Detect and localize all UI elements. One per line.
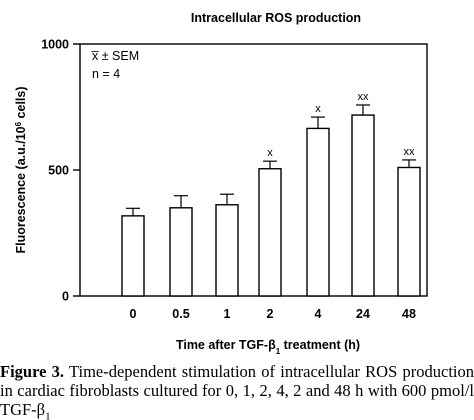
- significance-label: x: [315, 103, 321, 115]
- y-axis-label-main: Fluorescence (a.u./10: [14, 126, 28, 253]
- bar: [351, 114, 375, 297]
- y-axis-label-sup: 6: [14, 121, 23, 126]
- x-tick-label: 48: [402, 307, 416, 321]
- x-axis-label: Time after TGF-β1 treatment (h): [176, 338, 360, 356]
- legend-sem: x̅ ± SEM: [91, 49, 139, 63]
- legend-n: n = 4: [92, 67, 120, 81]
- bar: [306, 127, 330, 297]
- bar: [397, 166, 421, 297]
- figure-caption: Figure 3. Time-dependent stimulation of …: [0, 362, 474, 420]
- chart-title: Intracellular ROS production: [191, 11, 361, 25]
- y-axis-label-tail: cells): [14, 86, 28, 121]
- x-axis-label-sub: 1: [276, 347, 281, 356]
- bar: [121, 215, 145, 297]
- y-tick-label: 500: [48, 164, 69, 178]
- significance-label: xx: [404, 146, 416, 158]
- x-tick-label: 24: [356, 307, 370, 321]
- chart-area: Intracellular ROS production x̅ ± SEM n …: [14, 11, 428, 356]
- bar: [258, 168, 282, 297]
- x-tick-label: 1: [224, 307, 231, 321]
- significance-label: xx: [358, 91, 370, 103]
- x-tick-label: 2: [267, 307, 274, 321]
- x-axis-label-main: Time after TGF-β: [176, 338, 276, 352]
- caption-sub: 1: [45, 410, 51, 420]
- y-tick-label: 1000: [41, 38, 69, 52]
- chart-marks: 0 500 1000 0 0.5 1 x 2 x 4 xx 24 xx 48: [41, 38, 421, 321]
- x-tick-label: 0: [130, 307, 137, 321]
- x-tick-label: 4: [315, 307, 322, 321]
- caption-label: Figure 3.: [0, 362, 65, 381]
- y-tick-label: 0: [62, 290, 69, 304]
- bar: [215, 204, 239, 297]
- significance-label: x: [267, 147, 273, 159]
- y-axis-label: Fluorescence (a.u./106 cells): [14, 86, 29, 253]
- bar: [169, 207, 193, 297]
- x-axis-label-tail: treatment (h): [280, 338, 360, 352]
- x-tick-label: 0.5: [172, 307, 189, 321]
- caption-text: Time-dependent stimulation of intracellu…: [0, 362, 474, 419]
